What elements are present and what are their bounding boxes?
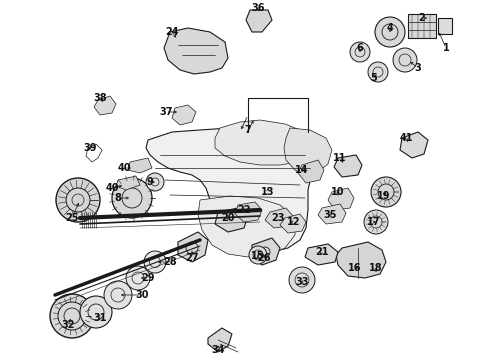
Polygon shape [208, 328, 232, 352]
Polygon shape [438, 18, 452, 34]
Text: 37: 37 [159, 107, 173, 117]
Text: 28: 28 [163, 257, 177, 267]
Polygon shape [336, 242, 386, 278]
Circle shape [126, 266, 150, 290]
Circle shape [375, 17, 405, 47]
Text: 16: 16 [348, 263, 362, 273]
Text: 10: 10 [331, 187, 345, 197]
Text: 4: 4 [387, 23, 393, 33]
Circle shape [50, 294, 94, 338]
Polygon shape [116, 176, 140, 190]
Text: 25: 25 [65, 213, 79, 223]
Text: 14: 14 [295, 165, 309, 175]
Polygon shape [328, 188, 354, 210]
Text: 3: 3 [415, 63, 421, 73]
Circle shape [249, 246, 267, 264]
Circle shape [364, 210, 388, 234]
Text: 2: 2 [418, 13, 425, 23]
Polygon shape [235, 202, 262, 222]
Text: 12: 12 [287, 217, 301, 227]
Polygon shape [265, 208, 293, 228]
Text: 24: 24 [165, 27, 179, 37]
Text: 38: 38 [93, 93, 107, 103]
Text: 1: 1 [442, 43, 449, 53]
Text: 9: 9 [147, 177, 153, 187]
Circle shape [368, 62, 388, 82]
Polygon shape [164, 28, 228, 74]
Text: 33: 33 [295, 277, 309, 287]
Polygon shape [280, 214, 306, 233]
Text: 32: 32 [61, 320, 75, 330]
Text: 29: 29 [141, 273, 155, 283]
Text: 34: 34 [211, 345, 225, 355]
Polygon shape [298, 160, 324, 183]
Circle shape [104, 281, 132, 309]
Polygon shape [215, 208, 248, 232]
Text: 40: 40 [117, 163, 131, 173]
Text: 11: 11 [333, 153, 347, 163]
Text: 27: 27 [185, 253, 199, 263]
Polygon shape [334, 155, 362, 177]
Circle shape [371, 177, 401, 207]
Text: 20: 20 [221, 213, 235, 223]
Text: 18: 18 [369, 263, 383, 273]
Polygon shape [94, 96, 116, 115]
Text: 15: 15 [251, 251, 265, 261]
Polygon shape [400, 132, 428, 158]
Polygon shape [146, 126, 320, 252]
Polygon shape [128, 158, 152, 173]
Text: 40: 40 [105, 183, 119, 193]
Text: 30: 30 [135, 290, 149, 300]
Text: 6: 6 [357, 43, 364, 53]
Text: 19: 19 [377, 191, 391, 201]
Polygon shape [198, 196, 295, 257]
Text: 8: 8 [115, 193, 122, 203]
Text: 5: 5 [370, 73, 377, 83]
Circle shape [80, 296, 112, 328]
Circle shape [146, 173, 164, 191]
Polygon shape [246, 10, 272, 32]
Text: 21: 21 [315, 247, 329, 257]
Polygon shape [408, 14, 436, 38]
Circle shape [350, 42, 370, 62]
Polygon shape [284, 128, 332, 175]
Circle shape [393, 48, 417, 72]
Polygon shape [172, 105, 196, 125]
Polygon shape [215, 120, 315, 165]
Polygon shape [178, 232, 208, 262]
Polygon shape [318, 204, 346, 224]
Text: 39: 39 [83, 143, 97, 153]
Text: 13: 13 [261, 187, 275, 197]
Circle shape [144, 251, 166, 273]
Text: 23: 23 [271, 213, 285, 223]
Text: 17: 17 [367, 217, 381, 227]
Circle shape [289, 267, 315, 293]
Text: 41: 41 [399, 133, 413, 143]
Text: 7: 7 [245, 125, 251, 135]
Text: 35: 35 [323, 210, 337, 220]
Polygon shape [252, 238, 280, 265]
Text: 22: 22 [237, 205, 251, 215]
Text: 31: 31 [93, 313, 107, 323]
Text: 26: 26 [257, 253, 271, 263]
Polygon shape [305, 244, 338, 265]
Text: 36: 36 [251, 3, 265, 13]
Circle shape [112, 178, 152, 218]
Circle shape [56, 178, 100, 222]
